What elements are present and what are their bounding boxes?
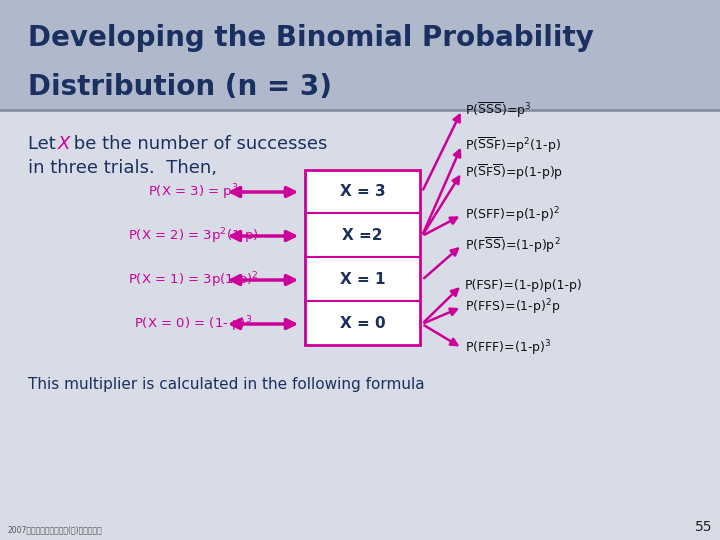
Text: be the number of successes: be the number of successes: [68, 135, 328, 153]
Text: P(X = 3) = p$^3$: P(X = 3) = p$^3$: [148, 182, 238, 202]
Text: Let: Let: [28, 135, 61, 153]
Text: P(FFF)=(1-p)$^3$: P(FFF)=(1-p)$^3$: [465, 338, 552, 358]
Bar: [305, 170, 420, 345]
Bar: [0, 0, 720, 110]
Text: P(X = 0) = (1- p)$^3$: P(X = 0) = (1- p)$^3$: [134, 314, 252, 334]
Text: in three trials.  Then,: in three trials. Then,: [28, 159, 217, 177]
Text: 2007年《绳学统计学》第(一)版校院用书: 2007年《绳学统计学》第(一)版校院用书: [8, 525, 103, 534]
Text: P(X = 2) = 3p$^2$(1-p): P(X = 2) = 3p$^2$(1-p): [127, 226, 258, 246]
Text: X: X: [58, 135, 71, 153]
Text: X = 1: X = 1: [340, 273, 385, 287]
Text: P($\overline{\mathsf{S}}$F$\overline{\mathsf{S}}$)=p(1-p)p: P($\overline{\mathsf{S}}$F$\overline{\ma…: [465, 163, 563, 181]
Text: Distribution (n = 3): Distribution (n = 3): [28, 73, 332, 101]
Text: P(FFS)=(1-p)$^2$p: P(FFS)=(1-p)$^2$p: [465, 297, 561, 317]
Text: P($\overline{\mathsf{SSS}}$)=p$^3$: P($\overline{\mathsf{SSS}}$)=p$^3$: [465, 100, 531, 119]
Text: P(FSF)=(1-p)p(1-p): P(FSF)=(1-p)p(1-p): [465, 279, 582, 292]
Text: X = 0: X = 0: [340, 316, 385, 332]
Text: P(X = 1) = 3p(1-p)$^2$: P(X = 1) = 3p(1-p)$^2$: [127, 270, 258, 290]
Text: 55: 55: [695, 520, 712, 534]
Text: P($\overline{\mathsf{SS}}$F)=p$^2$(1-p): P($\overline{\mathsf{SS}}$F)=p$^2$(1-p): [465, 136, 561, 154]
Text: P(F$\overline{\mathsf{SS}}$)=(1-p)p$^2$: P(F$\overline{\mathsf{SS}}$)=(1-p)p$^2$: [465, 235, 561, 254]
Text: This multiplier is calculated in the following formula: This multiplier is calculated in the fol…: [28, 377, 425, 393]
Bar: [0, 110, 720, 540]
Text: P(SFF)=p(1-p)$^2$: P(SFF)=p(1-p)$^2$: [465, 205, 560, 225]
Text: X =2: X =2: [342, 228, 383, 244]
Text: Developing the Binomial Probability: Developing the Binomial Probability: [28, 24, 594, 52]
Text: X = 3: X = 3: [340, 185, 385, 199]
